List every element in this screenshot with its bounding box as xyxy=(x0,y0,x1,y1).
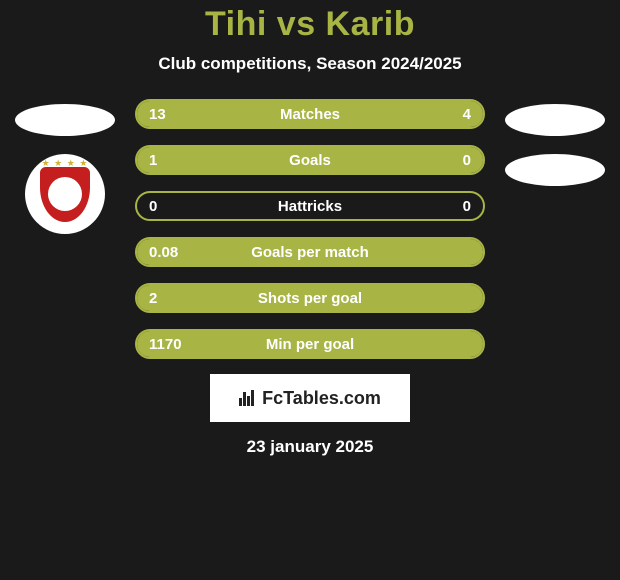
player-left-avatar xyxy=(15,104,115,136)
brand-badge[interactable]: FcTables.com xyxy=(210,374,410,422)
date-label: 23 january 2025 xyxy=(247,437,374,457)
stat-bar: 13Matches4 xyxy=(135,99,485,129)
stat-label: Goals per match xyxy=(137,239,483,265)
stat-bars: 13Matches41Goals00Hattricks00.08Goals pe… xyxy=(135,99,485,359)
player-left-club-badge: ★ ★ ★ ★ xyxy=(25,154,105,234)
stat-bar: 0Hattricks0 xyxy=(135,191,485,221)
stat-label: Min per goal xyxy=(137,331,483,357)
shield-icon xyxy=(40,167,90,222)
stat-label: Matches xyxy=(137,101,483,127)
stat-value-right: 4 xyxy=(463,101,471,127)
stat-bar: 1Goals0 xyxy=(135,145,485,175)
stat-label: Shots per goal xyxy=(137,285,483,311)
left-player-column: ★ ★ ★ ★ xyxy=(15,99,115,359)
stat-bar: 2Shots per goal xyxy=(135,283,485,313)
comparison-panel: ★ ★ ★ ★ 13Matches41Goals00Hattricks00.08… xyxy=(0,99,620,359)
stat-bar: 0.08Goals per match xyxy=(135,237,485,267)
player-right-avatar xyxy=(505,104,605,136)
page-title: Tihi vs Karib xyxy=(205,5,415,44)
stat-label: Hattricks xyxy=(137,193,483,219)
stat-value-right: 0 xyxy=(463,193,471,219)
shield-inner-icon xyxy=(48,177,82,211)
stat-value-right: 0 xyxy=(463,147,471,173)
right-player-column xyxy=(505,99,605,359)
player-right-club-badge xyxy=(505,154,605,186)
subtitle: Club competitions, Season 2024/2025 xyxy=(158,54,461,74)
brand-text: FcTables.com xyxy=(262,388,381,409)
stat-bar: 1170Min per goal xyxy=(135,329,485,359)
stat-label: Goals xyxy=(137,147,483,173)
chart-bars-icon xyxy=(239,390,254,406)
